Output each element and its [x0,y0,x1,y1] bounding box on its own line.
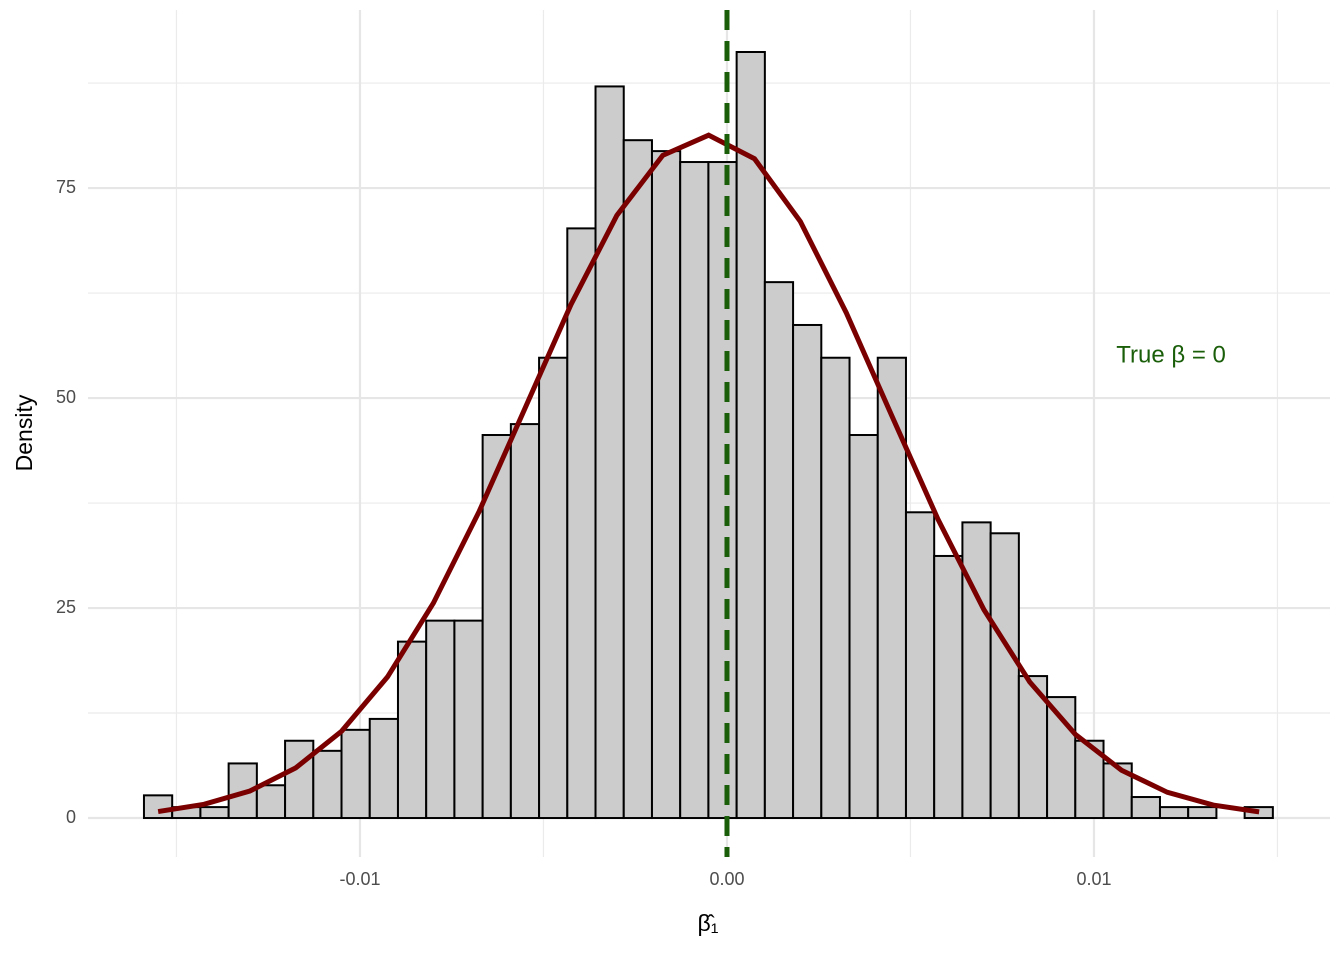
bar [763,281,795,820]
bar [707,161,738,820]
x-tick-label: 0.00 [709,869,744,889]
bar [933,554,964,820]
annotation: True β = 0 [1116,341,1226,368]
bar [453,619,484,820]
bar [792,323,823,820]
bar [650,150,682,820]
bar [368,717,399,820]
bar [1130,796,1161,820]
bar [622,139,653,820]
bar [989,532,1020,820]
bar [340,728,371,820]
bar [142,794,174,820]
bar [312,749,343,820]
bar [876,356,907,820]
x-tick-label: -0.01 [339,869,380,889]
x-axis-title: β̂₁ [698,910,719,936]
bar [255,784,287,820]
bar [1158,806,1190,820]
y-tick-label: 25 [56,597,76,617]
x-tick-label: 0.01 [1076,869,1111,889]
y-tick-label: 0 [66,807,76,827]
bar [1046,696,1077,820]
y-tick-label: 50 [56,387,76,407]
bar [820,356,851,820]
bar [509,423,541,820]
bar [538,356,569,820]
density-curve [157,132,1260,815]
bar [1017,675,1049,820]
y-axis-title: Density [11,394,37,471]
bar [848,434,879,820]
bar [904,511,936,820]
bar [679,161,710,820]
y-tick-label: 75 [56,177,76,197]
bar [1187,806,1218,820]
bar [396,640,428,820]
bar [199,806,230,820]
bar [425,619,456,820]
bar [566,227,597,820]
bar [961,521,992,820]
bar [284,739,315,820]
bar [594,85,625,820]
